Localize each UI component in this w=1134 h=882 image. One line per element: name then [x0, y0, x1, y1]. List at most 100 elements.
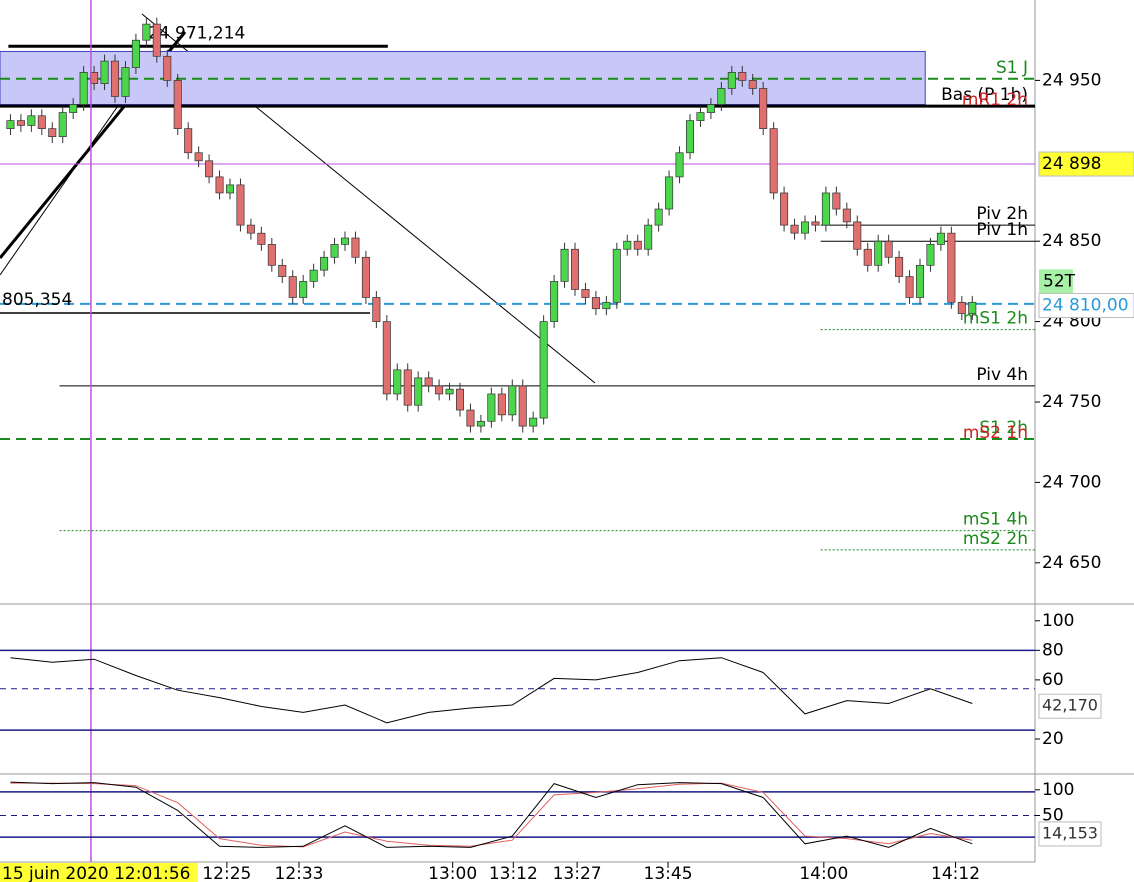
x-tick-label: 13:27: [553, 864, 602, 882]
candle-body: [696, 112, 705, 121]
candle-body: [372, 297, 381, 322]
candle-body: [403, 369, 412, 406]
candle-body: [936, 232, 945, 245]
candle-body: [800, 221, 810, 234]
candle-body: [6, 120, 15, 129]
candle-body: [424, 377, 433, 387]
candle-body: [665, 176, 674, 210]
candle-body: [487, 393, 496, 422]
level-label: mS2 2h: [963, 529, 1028, 549]
x-tick-label: 12:33: [275, 864, 324, 882]
timer-box: [1039, 269, 1073, 294]
osc-line: [10, 781, 973, 848]
candle-body: [957, 301, 966, 314]
candle-body: [455, 388, 465, 411]
price-tag: 24 810,00: [1042, 296, 1129, 316]
y-tick-label: 20: [1042, 729, 1064, 749]
candle-body: [821, 192, 830, 226]
level-label: mS2 1h: [963, 423, 1028, 443]
osc-tag: 42,170: [1042, 696, 1098, 715]
candle-body: [414, 377, 423, 406]
candle-body: [100, 60, 109, 84]
candle-body: [591, 297, 600, 310]
candle-body: [288, 276, 297, 298]
y-tick-label: 24 850: [1042, 231, 1101, 251]
x-tick-label: 13:45: [644, 864, 693, 882]
level-label: S1 2h: [979, 418, 1028, 438]
candle-body: [968, 301, 977, 314]
marked-line-label: 24 971,214: [148, 23, 245, 43]
candle-body: [110, 60, 120, 97]
candle-body: [466, 409, 475, 427]
candle-body: [257, 232, 266, 245]
candle-body: [727, 72, 736, 89]
candle-body: [37, 115, 46, 129]
level-label: mS1 2h: [963, 309, 1028, 329]
osc-tag: 14,153: [1042, 823, 1098, 842]
price-tag-box: [1038, 293, 1134, 319]
candle-body: [581, 289, 590, 298]
candle-body: [675, 152, 684, 178]
level-label: S1 J: [996, 58, 1028, 78]
candle-body: [267, 244, 276, 266]
candle-body: [340, 237, 350, 245]
candle-body: [184, 128, 193, 154]
x-tick-label: 14:12: [931, 864, 980, 882]
x-tick-label: 13:00: [428, 864, 477, 882]
candle-body: [435, 385, 444, 395]
candle-body: [393, 369, 402, 395]
candle-body: [518, 385, 527, 427]
candle-body: [550, 281, 559, 322]
candle-body: [69, 104, 78, 113]
candle-body: [27, 115, 36, 126]
candle-body: [644, 224, 653, 250]
candle-body: [476, 420, 485, 427]
candle-body: [832, 192, 841, 210]
candle-body: [131, 39, 140, 68]
level-label: Piv 4h: [976, 365, 1028, 385]
candle-body: [738, 72, 747, 81]
y-tick-label: 24 750: [1042, 392, 1101, 412]
candle-body: [947, 232, 956, 303]
level-label: mR1 2h: [962, 90, 1028, 110]
candle-body: [915, 264, 925, 298]
candle-body: [895, 256, 904, 277]
y-tick-label: 60: [1042, 670, 1064, 690]
candle-body: [382, 321, 391, 395]
y-tick-label: 80: [1042, 640, 1064, 660]
candle-body: [497, 393, 506, 416]
osc-line: [10, 657, 973, 724]
y-tick-label: 50: [1042, 806, 1064, 826]
candle-body: [225, 184, 235, 194]
y-tick-label: 24 950: [1042, 70, 1101, 90]
candle-body: [612, 248, 621, 303]
candle-body: [570, 248, 580, 290]
candle-body: [278, 264, 287, 277]
candle-body: [205, 160, 214, 178]
cursor-label-box: [0, 863, 198, 882]
candle-body: [163, 55, 172, 81]
y-tick-label: 100: [1042, 780, 1074, 800]
candle-body: [236, 184, 245, 226]
marked-line-label: 805,354: [2, 290, 72, 310]
candle-body: [215, 176, 224, 194]
candle-body: [811, 221, 820, 226]
price-tag-box: [1038, 151, 1134, 177]
candle-body: [508, 385, 517, 416]
candle-body: [633, 240, 642, 250]
candle-body: [173, 80, 182, 129]
candle-body: [529, 417, 538, 427]
price-tag: 24 898: [1042, 154, 1101, 174]
candle-body: [351, 237, 360, 258]
osc-tag-box: [1038, 693, 1102, 719]
level-label: mS1 4h: [963, 510, 1028, 530]
candle-body: [759, 88, 768, 129]
level-label: Piv 1h: [976, 220, 1028, 240]
candle-body: [926, 244, 935, 266]
candle-body: [748, 80, 757, 89]
x-tick-label: 14:00: [799, 864, 848, 882]
candle-body: [445, 388, 454, 395]
candle-body: [48, 128, 57, 138]
